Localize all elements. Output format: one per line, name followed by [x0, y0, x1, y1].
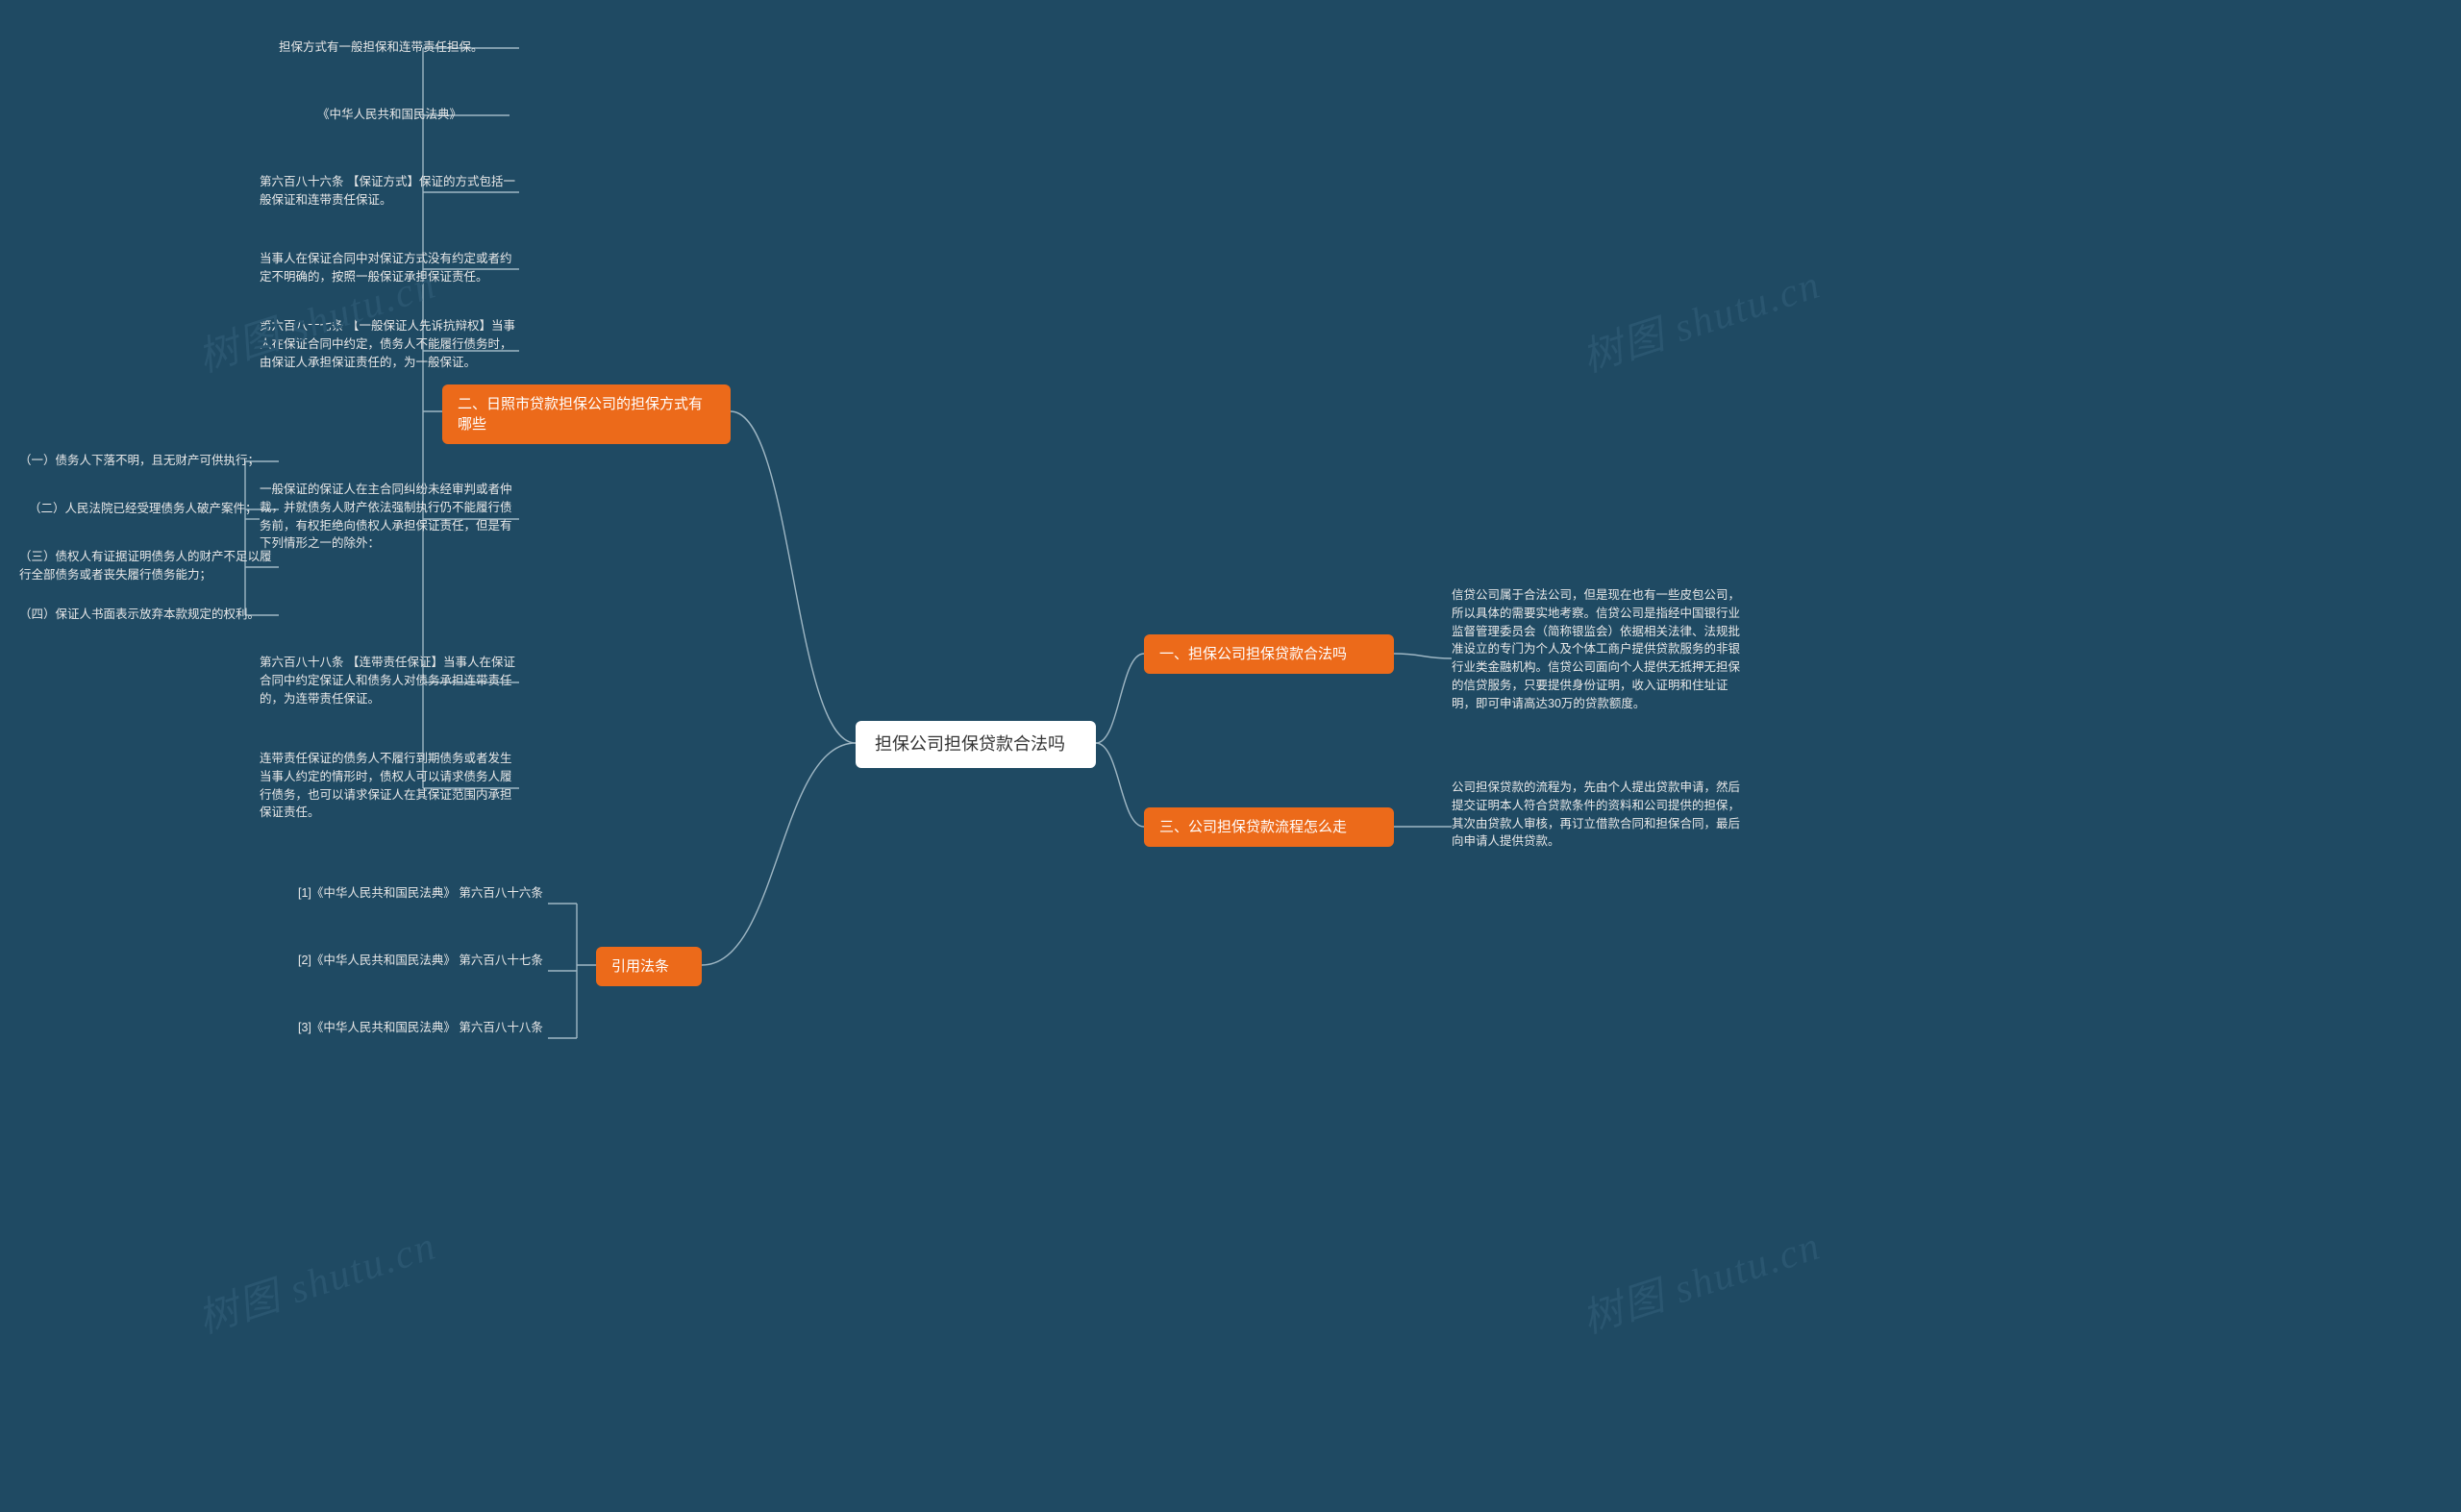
watermark: 树图 shutu.cn — [1574, 1213, 1827, 1346]
mindmap-node: 一、担保公司担保贷款合法吗 — [1144, 634, 1394, 674]
mindmap-node: 第六百八十七条 【一般保证人先诉抗辩权】当事人在保证合同中约定，债务人不能履行债… — [260, 317, 519, 371]
mindmap-node: （二）人民法院已经受理债务人破产案件； — [29, 500, 279, 518]
mindmap-node: 连带责任保证的债务人不履行到期债务或者发生当事人约定的情形时，债权人可以请求债务… — [260, 750, 519, 822]
mindmap-node: 引用法条 — [596, 947, 702, 986]
mindmap-node: （三）债权人有证据证明债务人的财产不足以履行全部债务或者丧失履行债务能力； — [19, 548, 279, 584]
mindmap-node: [1]《中华人民共和国民法典》 第六百八十六条 — [298, 884, 548, 903]
mindmap-node: 一般保证的保证人在主合同纠纷未经审判或者仲裁，并就债务人财产依法强制执行仍不能履… — [260, 481, 519, 553]
mindmap-node: 第六百八十八条 【连带责任保证】当事人在保证合同中约定保证人和债务人对债务承担连… — [260, 654, 519, 707]
mindmap-node: 《中华人民共和国民法典》 — [317, 106, 510, 124]
mindmap-node: （一）债务人下落不明，且无财产可供执行； — [19, 452, 279, 470]
mindmap-node: 信贷公司属于合法公司，但是现在也有一些皮包公司，所以具体的需要实地考察。信贷公司… — [1452, 586, 1740, 712]
mindmap-node: [2]《中华人民共和国民法典》 第六百八十七条 — [298, 952, 548, 970]
mindmap-node: 担保公司担保贷款合法吗 — [856, 721, 1096, 768]
mindmap-node: 公司担保贷款的流程为，先由个人提出贷款申请，然后提交证明本人符合贷款条件的资料和… — [1452, 779, 1740, 851]
watermark: 树图 shutu.cn — [1574, 252, 1827, 384]
mindmap-node: （四）保证人书面表示放弃本款规定的权利。 — [19, 606, 279, 624]
mindmap-node: 当事人在保证合同中对保证方式没有约定或者约定不明确的，按照一般保证承担保证责任。 — [260, 250, 519, 286]
mindmap-node: 二、日照市贷款担保公司的担保方式有哪些 — [442, 384, 731, 444]
mindmap-node: 担保方式有一般担保和连带责任担保。 — [279, 38, 519, 57]
mindmap-node: [3]《中华人民共和国民法典》 第六百八十八条 — [298, 1019, 548, 1037]
watermark: 树图 shutu.cn — [189, 1213, 443, 1346]
mindmap-node: 三、公司担保贷款流程怎么走 — [1144, 807, 1394, 847]
mindmap-node: 第六百八十六条 【保证方式】保证的方式包括一般保证和连带责任保证。 — [260, 173, 519, 210]
